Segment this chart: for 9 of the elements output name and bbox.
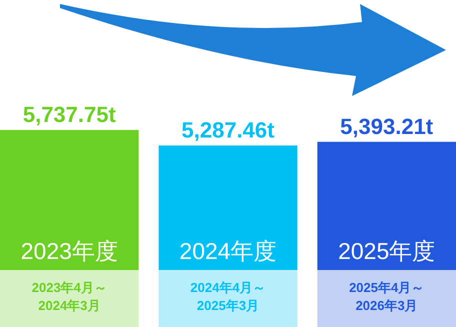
data-label: 5,393.21t bbox=[340, 114, 434, 139]
x-tick-label: 2024年度 bbox=[179, 238, 277, 264]
x-tick-label: 2023年度 bbox=[20, 238, 118, 264]
x-tick-label: 2025年度 bbox=[338, 238, 436, 264]
annotation: 2024年4月～ 2025年3月 bbox=[190, 280, 266, 313]
data-label: 5,287.46t bbox=[182, 117, 276, 142]
data-label: 5,737.75t bbox=[22, 102, 116, 127]
annotation: 2023年4月～ 2024年3月 bbox=[32, 280, 107, 313]
annotation: 2025年4月～ 2026年3月 bbox=[349, 280, 424, 313]
